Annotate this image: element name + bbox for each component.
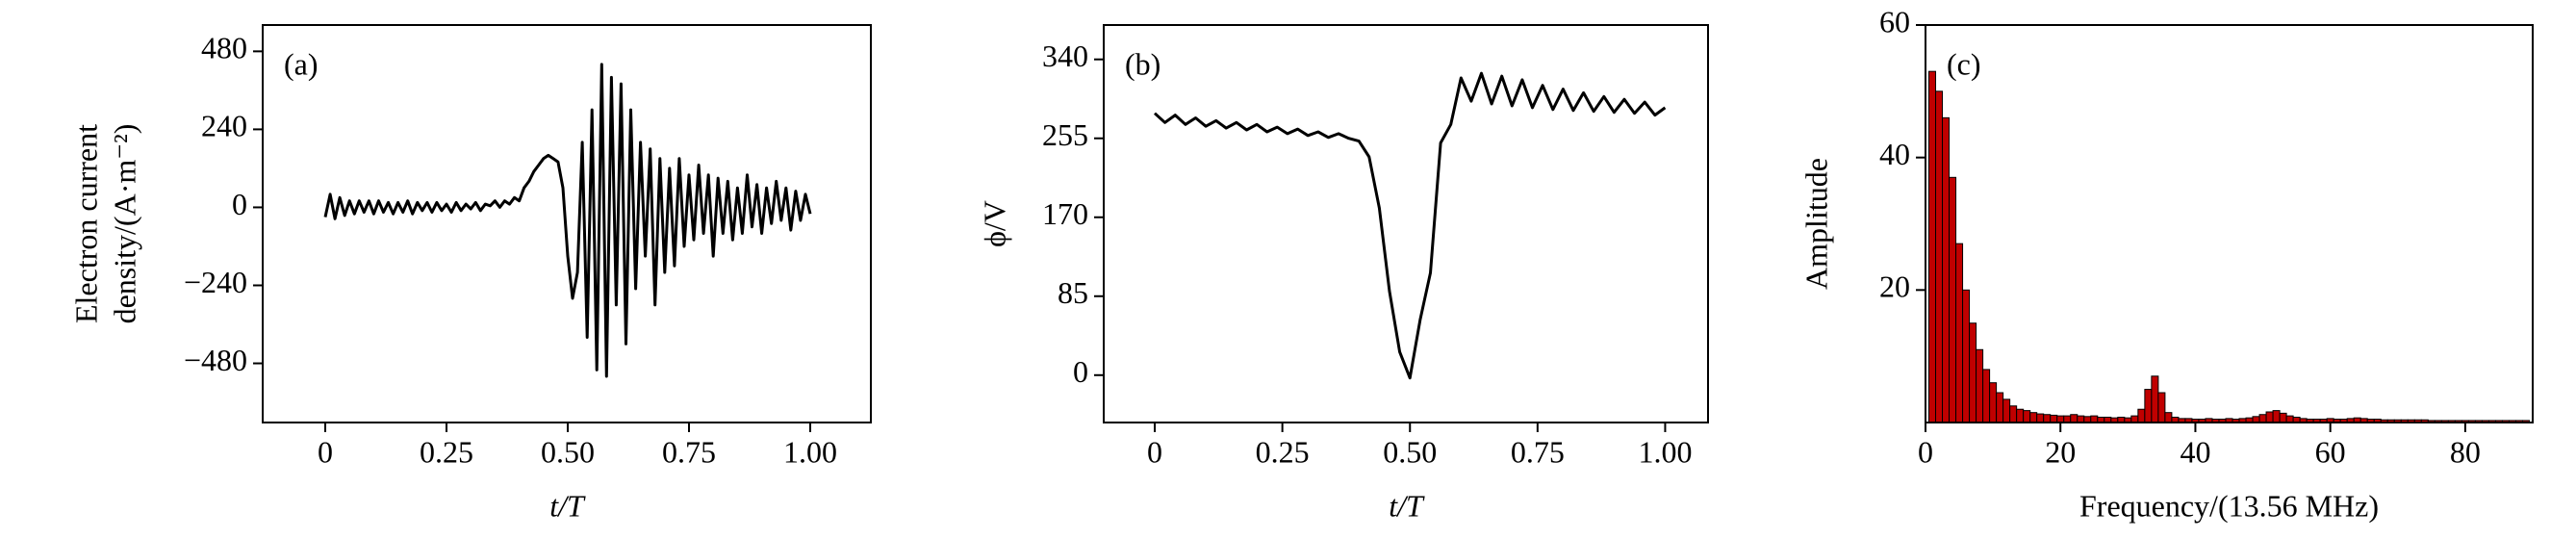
bar: [2137, 408, 2146, 423]
x-tick-label: 1.00: [1638, 434, 1692, 469]
x-axis-label: t/T: [1389, 488, 1425, 523]
bar: [2063, 415, 2072, 423]
bar: [1949, 176, 1957, 423]
y-tick-label: 0: [1073, 354, 1088, 389]
bar: [2258, 414, 2267, 423]
y-tick-label: 255: [1042, 117, 1088, 152]
plot-frame: [1925, 24, 2534, 423]
bar: [2050, 414, 2058, 423]
bar: [2036, 413, 2045, 423]
bar: [2070, 414, 2079, 423]
y-tick-label: 60: [1879, 4, 1910, 38]
bar: [2002, 398, 2011, 423]
bar: [2272, 410, 2281, 423]
x-tick-label: 0: [318, 434, 333, 469]
bar: [2016, 408, 2025, 423]
x-axis-label: Frequency/(13.56 MHz): [2079, 488, 2379, 523]
bar: [2090, 415, 2099, 423]
bar: [2023, 410, 2031, 423]
bar: [1955, 243, 1964, 423]
x-tick-label: 40: [2180, 434, 2210, 469]
bar: [2164, 412, 2173, 423]
y-tick-label: 85: [1058, 275, 1088, 310]
bar: [1996, 392, 2004, 423]
x-tick-label: 20: [2045, 434, 2076, 469]
x-tick-label: 80: [2450, 434, 2481, 469]
bar: [1942, 116, 1951, 423]
y-tick-label: −240: [184, 265, 247, 299]
bar: [1989, 382, 1998, 423]
panel-label: (a): [284, 46, 319, 81]
y-tick-label: 170: [1042, 196, 1088, 231]
bar: [2279, 412, 2287, 423]
y-tick-label: 240: [201, 109, 247, 143]
bar: [2009, 405, 2018, 423]
x-tick-label: 60: [2315, 434, 2346, 469]
bar: [2144, 389, 2153, 423]
panel-label: (b): [1125, 46, 1160, 81]
plot-frame: [1103, 24, 1709, 423]
plot-frame: [262, 24, 872, 423]
bar: [2285, 415, 2294, 423]
bar: [2265, 411, 2274, 423]
y-tick-label: 340: [1042, 38, 1088, 73]
bar: [2043, 414, 2052, 423]
x-tick-label: 0.75: [662, 434, 716, 469]
x-tick-label: 0: [1147, 434, 1162, 469]
x-axis-label: t/T: [549, 488, 586, 523]
bar: [2157, 392, 2166, 423]
y-tick-label: 480: [201, 31, 247, 65]
bar: [2151, 375, 2159, 423]
bar: [1982, 369, 1991, 423]
y-axis-label: Electron current: [68, 124, 103, 323]
y-axis-label: ϕ/V: [977, 200, 1011, 247]
x-tick-label: 1.00: [783, 434, 837, 469]
y-tick-label: 20: [1879, 269, 1910, 304]
bar: [2056, 415, 2065, 423]
y-axis-label: density/(A·m⁻²): [107, 124, 141, 324]
y-tick-label: 40: [1879, 137, 1910, 171]
y-axis-label: Amplitude: [1798, 158, 1833, 290]
x-tick-label: 0.25: [1256, 434, 1310, 469]
bar: [1935, 90, 1944, 423]
y-tick-label: 0: [232, 187, 247, 221]
x-tick-label: 0.50: [541, 434, 595, 469]
y-tick-label: −480: [184, 343, 247, 377]
panel: 0 20 40 60 80 20 40 60 Frequency/(13.56 MHz) Ampl…: [1798, 4, 2534, 523]
bar: [2130, 415, 2139, 423]
bar: [1969, 322, 1977, 423]
x-tick-label: 0.75: [1511, 434, 1565, 469]
panel: 0 0.25 0.50 0.75 1.00 0 85 170 255 340 t/T ϕ/V (b): [977, 24, 1709, 523]
bar: [1976, 348, 1984, 423]
bar: [2077, 415, 2085, 423]
x-tick-label: 0.25: [420, 434, 473, 469]
bar: [1962, 289, 1971, 423]
x-tick-label: 0: [1918, 434, 1933, 469]
data-line: [323, 63, 812, 378]
data-line: [1153, 71, 1667, 380]
panel: 0 0.25 0.50 0.75 1.00 480 240 0 −240 −480 t/T Elect…: [68, 24, 872, 523]
x-tick-label: 0.50: [1383, 434, 1437, 469]
bar: [2029, 412, 2038, 423]
panel-label: (c): [1947, 46, 1981, 81]
bar: [1928, 70, 1937, 423]
